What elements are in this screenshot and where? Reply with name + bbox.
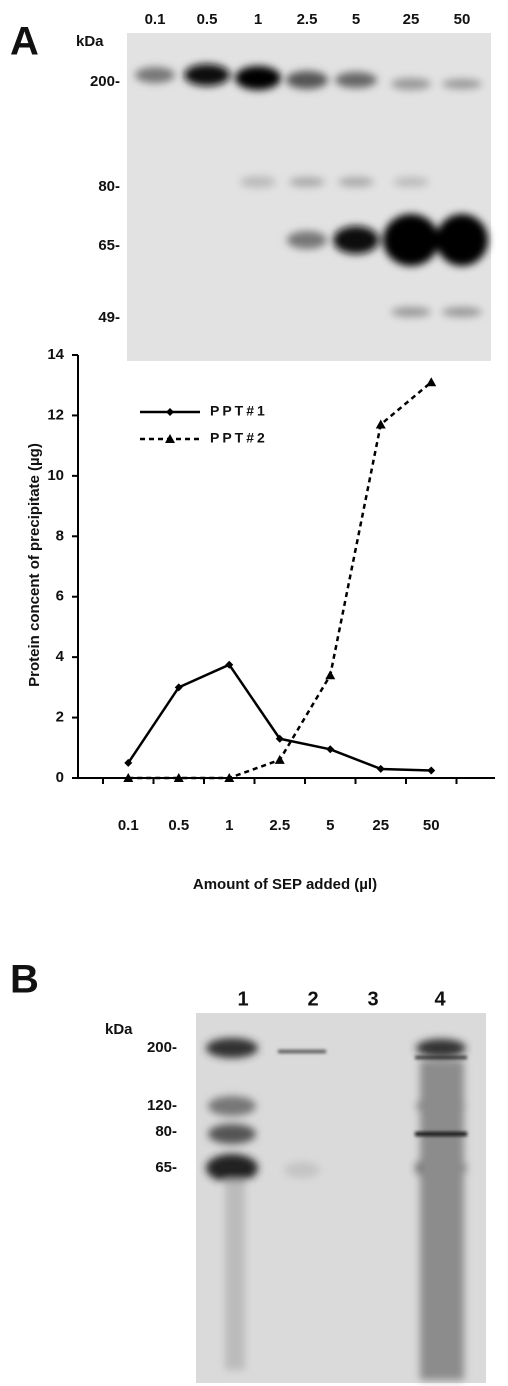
series-line — [127, 663, 432, 772]
marker-label: 80- — [98, 178, 120, 195]
marker-label: 80- — [155, 1123, 177, 1140]
point — [325, 670, 336, 680]
marker-label: 65- — [98, 237, 120, 254]
point — [376, 764, 385, 773]
lane-label: 2.5 — [297, 11, 318, 28]
legend-marker — [165, 434, 175, 443]
x-axis-label: Amount of SEP added (µl) — [193, 876, 377, 893]
x-tick-label: 50 — [423, 817, 440, 834]
gel-bands — [135, 64, 488, 317]
point — [326, 745, 335, 754]
x-tick-label: 0.1 — [118, 817, 139, 834]
gel-bands — [278, 1050, 467, 1136]
lane-label: 0.1 — [145, 11, 166, 28]
lane-label: 50 — [454, 11, 471, 28]
lane-label: 2 — [307, 988, 318, 1010]
marker-label: 200- — [147, 1039, 177, 1056]
y-tick-label: 8 — [56, 527, 64, 544]
kda-label: kDa — [76, 33, 104, 50]
lane-label: 1 — [237, 988, 248, 1010]
panel-label: B — [10, 958, 39, 1002]
x-tick-label: 5 — [326, 817, 334, 834]
lane-label: 25 — [403, 11, 420, 28]
marker-label: 65- — [155, 1159, 177, 1176]
point — [274, 754, 285, 764]
legend-label: PPT#1 — [210, 403, 268, 419]
lane-label: 1 — [254, 11, 262, 28]
lane-label: 0.5 — [197, 11, 218, 28]
point — [275, 734, 284, 743]
kda-label: kDa — [105, 1021, 133, 1038]
x-tick-label: 0.5 — [168, 817, 189, 834]
lane-label: 5 — [352, 11, 360, 28]
point — [124, 758, 133, 767]
marker-label: 200- — [90, 73, 120, 90]
lane-label: 3 — [367, 988, 378, 1010]
legend-entry: PPT#2 — [140, 430, 268, 446]
point — [224, 773, 235, 782]
y-tick-label: 10 — [47, 467, 64, 484]
y-tick-label: 14 — [47, 346, 64, 363]
point — [427, 766, 436, 775]
y-tick-label: 0 — [56, 769, 64, 786]
legend-label: PPT#2 — [210, 430, 268, 446]
x-tick-label: 25 — [372, 817, 389, 834]
x-tick-label: 1 — [225, 817, 233, 834]
y-tick-label: 12 — [47, 406, 64, 423]
y-tick-label: 4 — [56, 648, 65, 665]
panel-label: A — [10, 20, 39, 64]
y-tick-label: 6 — [56, 588, 64, 605]
marker-label: 120- — [147, 1097, 177, 1114]
point — [225, 660, 234, 669]
lane-label: 4 — [434, 988, 446, 1010]
legend-entry: PPT#1 — [140, 403, 268, 419]
gel-bands — [206, 1038, 466, 1380]
y-tick-label: 2 — [56, 709, 64, 726]
marker-label: 49- — [98, 309, 120, 326]
y-axis-label: Protein concent of precipitate (µg) — [26, 443, 43, 687]
x-tick-label: 2.5 — [269, 817, 290, 834]
point — [174, 683, 183, 692]
legend-marker — [166, 408, 174, 416]
point — [375, 419, 386, 429]
point — [123, 773, 134, 782]
point — [426, 377, 437, 387]
point — [173, 773, 184, 782]
